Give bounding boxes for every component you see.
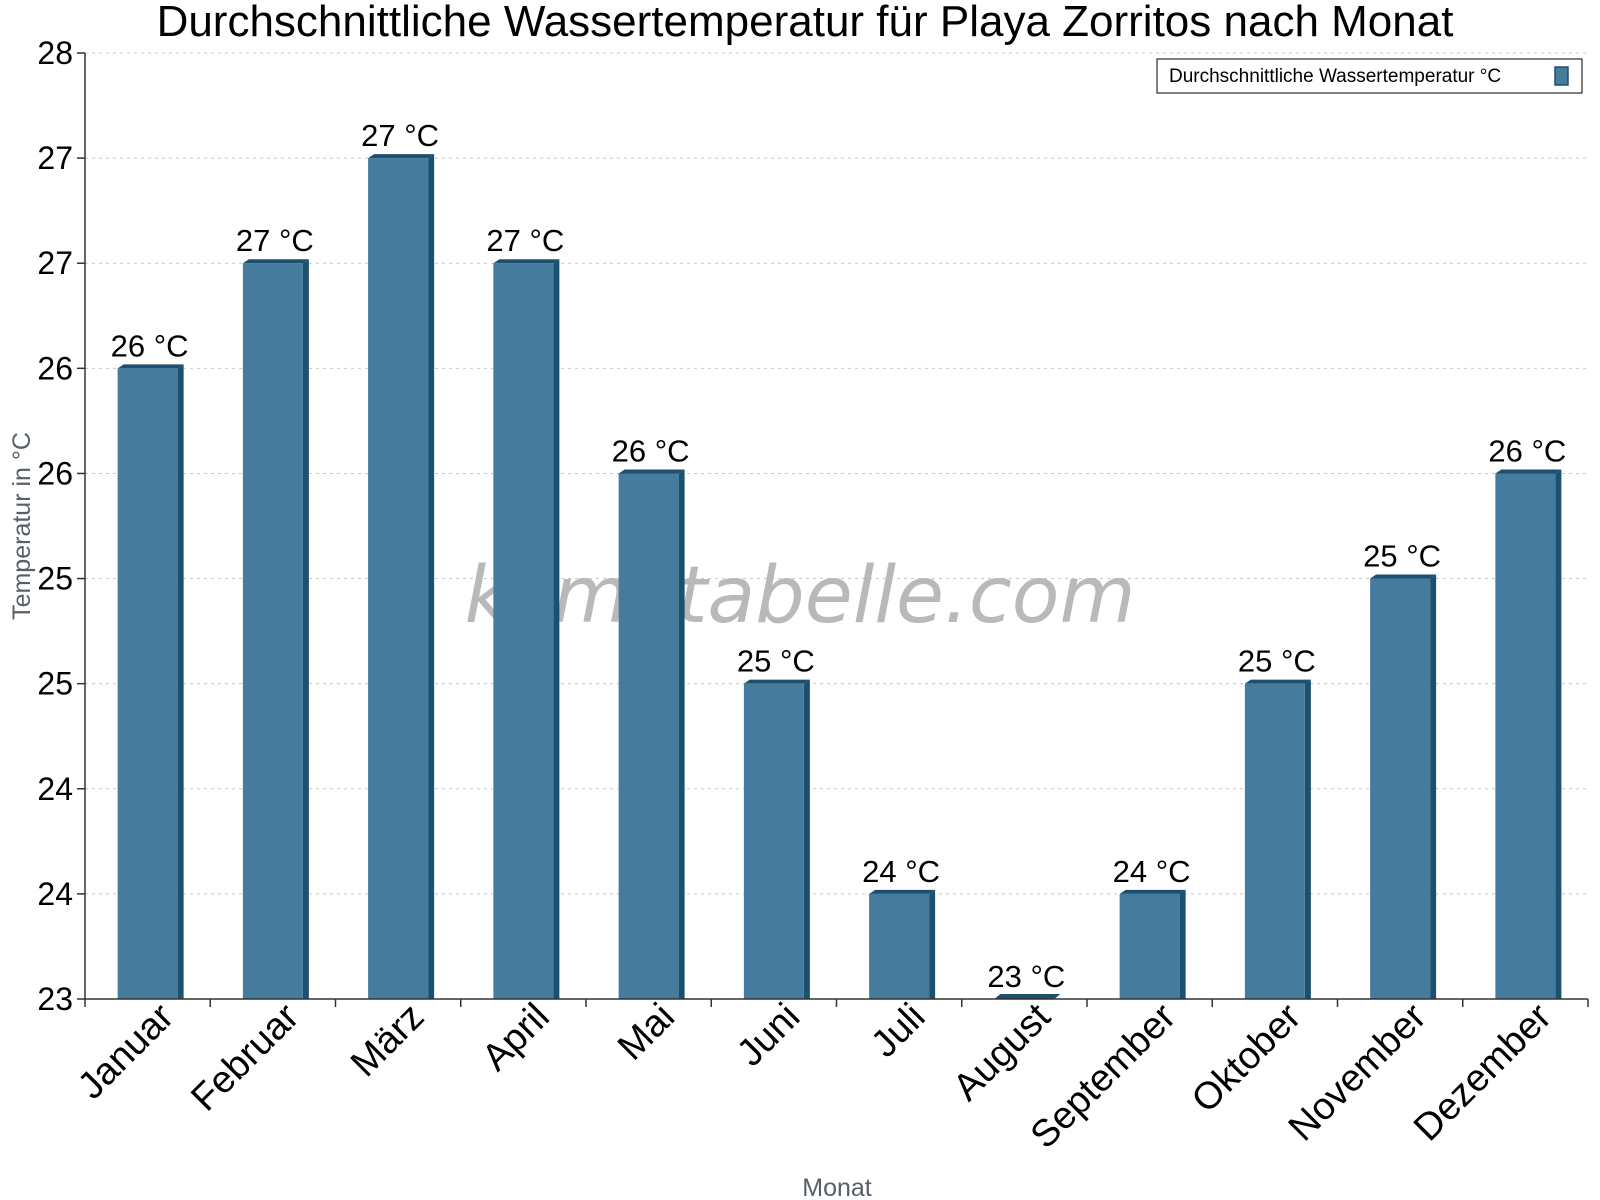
data-label: 23 °C — [987, 959, 1065, 994]
x-tick-label: Mai — [610, 996, 683, 1069]
bar — [368, 158, 429, 1000]
x-tick-label: August — [945, 995, 1059, 1109]
x-tick-label: Juli — [863, 996, 933, 1066]
bar-top — [1370, 574, 1437, 579]
y-tick-label: 27 — [37, 140, 73, 176]
y-tick-label: 25 — [37, 561, 73, 597]
bar — [242, 263, 303, 999]
chart-title: Durchschnittliche Wassertemperatur für P… — [157, 0, 1454, 46]
x-axis-label: Monat — [802, 1174, 872, 1200]
bar — [1370, 578, 1431, 999]
bar-side — [1430, 574, 1437, 999]
bar — [1119, 893, 1180, 999]
x-tick-label: Oktober — [1184, 995, 1310, 1121]
bar-side — [1304, 679, 1311, 999]
data-label: 25 °C — [737, 644, 815, 679]
watermark: klimatabelle.com — [465, 551, 1136, 641]
y-tick-label: 27 — [37, 245, 73, 281]
bar — [869, 893, 930, 999]
bar — [743, 683, 804, 999]
data-label: 26 °C — [612, 433, 690, 468]
legend-box — [1156, 58, 1583, 94]
data-label: 25 °C — [1363, 539, 1441, 574]
bar — [117, 368, 178, 999]
bar-top — [117, 364, 184, 369]
x-tick-label: März — [343, 996, 432, 1085]
bar — [1244, 683, 1305, 999]
data-label: 27 °C — [361, 118, 439, 153]
bar-top — [242, 259, 309, 264]
x-tick-label: Juni — [729, 996, 808, 1075]
data-label: 27 °C — [486, 223, 564, 258]
bar-side — [1555, 469, 1562, 999]
data-labels: 26 °C 27 °C 27 °C 27 °C 26 °C 25 °C 24 °C 23 °C… — [111, 118, 1567, 994]
bar-top — [1119, 889, 1186, 894]
legend-swatch — [1554, 66, 1569, 86]
bar — [618, 473, 679, 999]
gridlines — [85, 52, 1588, 895]
bar-side — [1179, 889, 1186, 999]
bar-top — [493, 259, 560, 264]
y-tick-label: 26 — [37, 455, 73, 491]
y-axis-label: Temperatur in °C — [8, 432, 36, 620]
data-label: 26 °C — [1488, 433, 1566, 468]
x-ticks: Januar Februar März April Mai Juni Juli AugustS… — [70, 995, 1589, 1157]
data-label: 24 °C — [1113, 854, 1191, 889]
bars — [117, 154, 1562, 1000]
bar-top — [869, 889, 936, 894]
bar-top — [618, 469, 685, 474]
y-tick-label: 26 — [37, 350, 73, 386]
bar — [994, 994, 1061, 999]
bar — [493, 263, 554, 999]
legend: Durchschnittliche Wassertemperatur °C — [1156, 58, 1583, 94]
data-label: 25 °C — [1238, 644, 1316, 679]
data-label: 27 °C — [236, 223, 314, 258]
y-tick-label: 24 — [37, 771, 73, 807]
axes — [84, 53, 1588, 1000]
x-tick-label: Januar — [70, 995, 182, 1107]
data-label: 24 °C — [862, 854, 940, 889]
bar-top — [743, 679, 810, 684]
x-tick-label: April — [474, 996, 557, 1079]
y-tick-label: 28 — [37, 35, 73, 71]
legend-label: Durchschnittliche Wassertemperatur °C — [1169, 66, 1501, 87]
bar — [1495, 473, 1556, 999]
bar-side — [929, 889, 936, 999]
bar-side — [678, 469, 685, 999]
y-tick-label: 23 — [37, 981, 73, 1017]
bar-top — [1495, 469, 1562, 474]
y-tick-label: 24 — [37, 876, 73, 912]
bar-top — [1244, 679, 1311, 684]
x-tick-label: Dezember — [1406, 995, 1560, 1149]
bar-side — [803, 679, 810, 999]
bar-side — [177, 364, 184, 999]
data-label: 26 °C — [111, 328, 189, 363]
y-ticks: 23 24 24 25 25 26 26 27 27 28 — [37, 35, 85, 1017]
x-tick-label: Februar — [183, 995, 307, 1119]
bar-top — [368, 154, 435, 159]
bar-side — [302, 259, 309, 999]
bar-side — [553, 259, 560, 999]
bar-side — [428, 154, 435, 1000]
y-tick-label: 25 — [37, 666, 73, 702]
